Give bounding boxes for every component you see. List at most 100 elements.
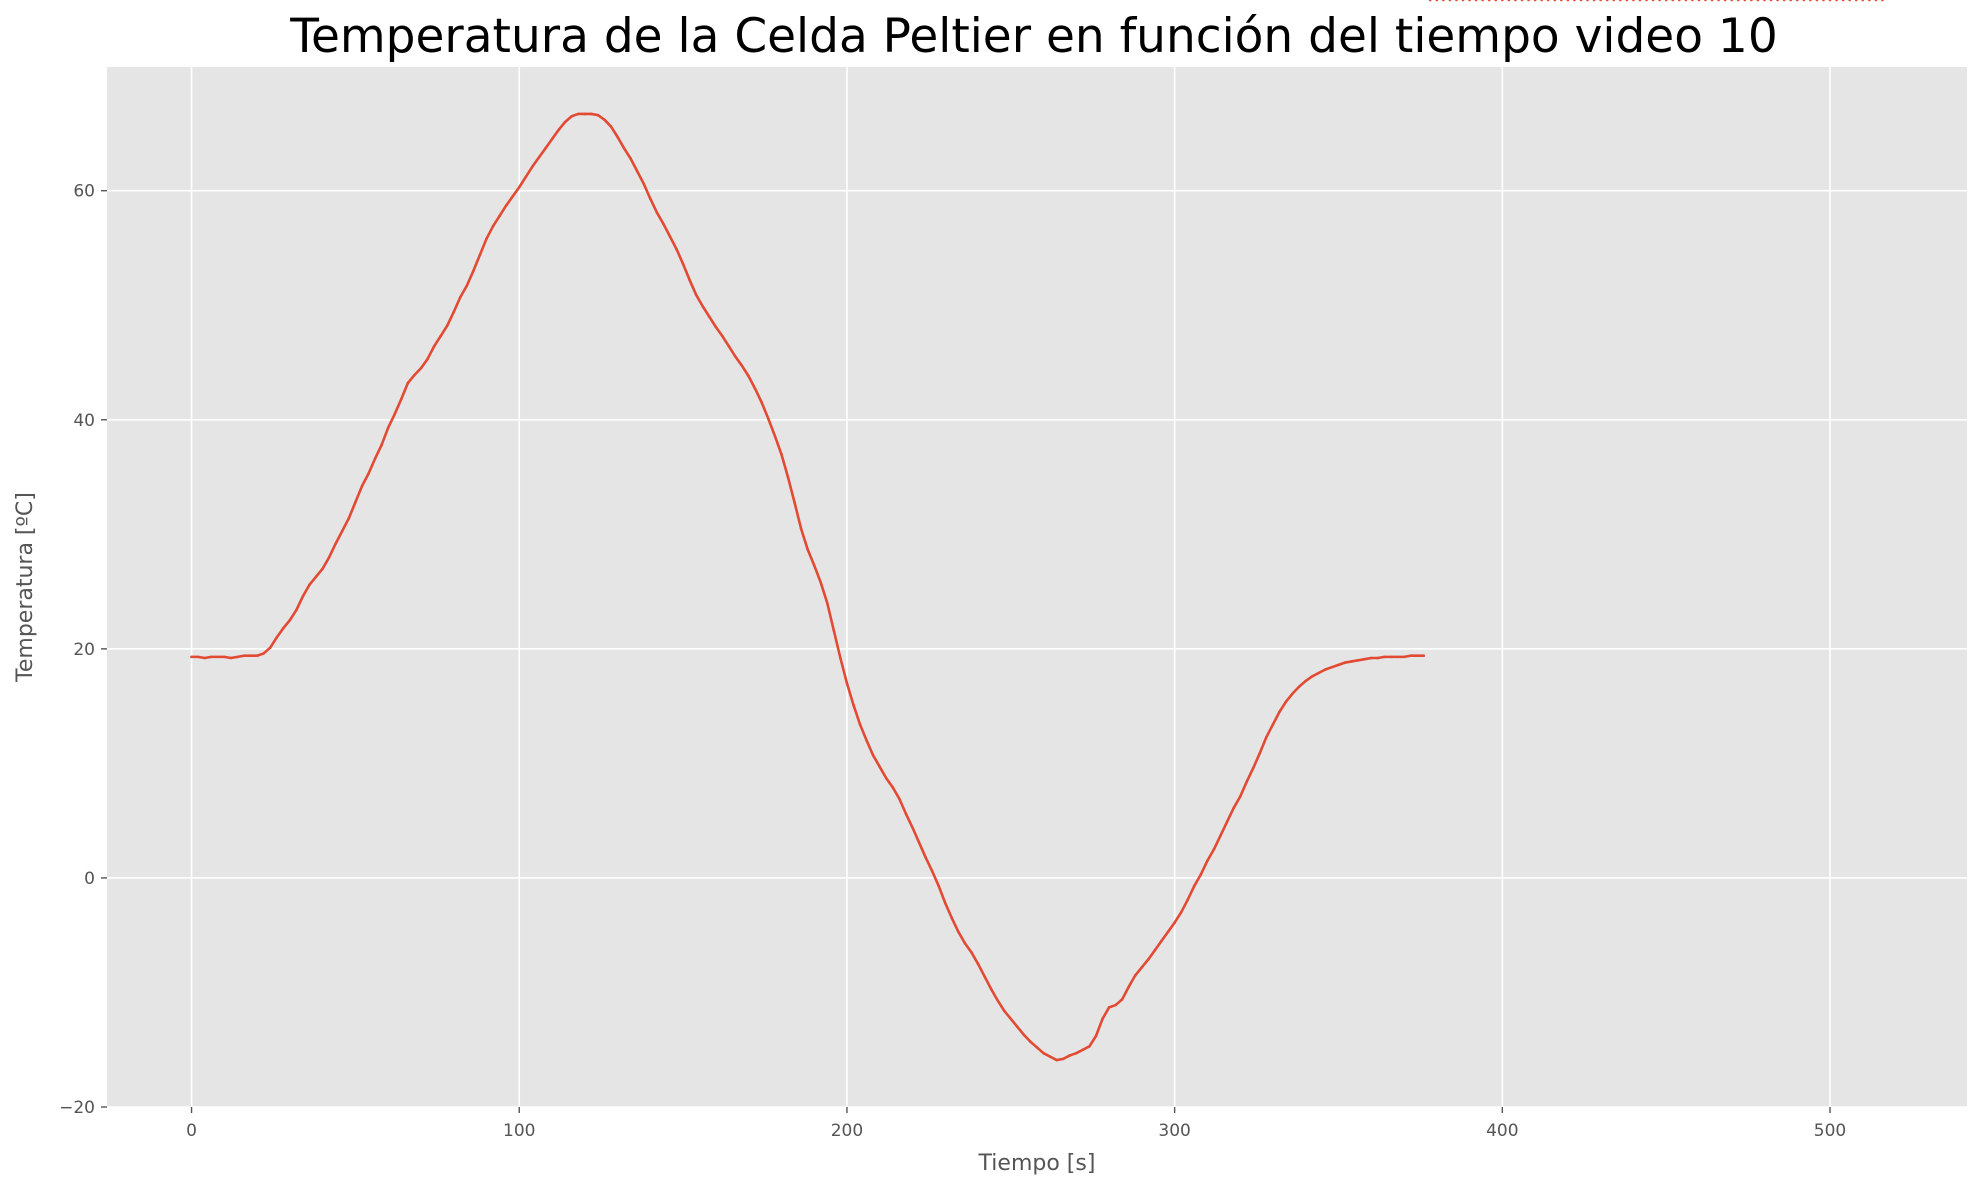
- data-point: [1094, 1034, 1098, 1038]
- data-point: [635, 169, 639, 173]
- data-point: [662, 222, 665, 226]
- data-point: [996, 999, 999, 1002]
- data-point: [1743, 0, 1747, 2]
- data-point: [1245, 780, 1249, 784]
- data-point: [596, 113, 600, 117]
- x-tick-label: 100: [503, 1121, 535, 1141]
- data-point: [799, 527, 803, 530]
- data-point: [1868, 0, 1871, 2]
- data-point: [282, 626, 285, 630]
- data-point: [878, 765, 882, 769]
- data-point: [1442, 0, 1445, 2]
- data-point: [295, 608, 298, 612]
- data-point: [1782, 0, 1786, 2]
- data-point: [1206, 859, 1209, 863]
- data-point: [970, 951, 973, 954]
- data-point: [1120, 998, 1124, 1001]
- data-point: [1310, 675, 1314, 678]
- x-tick-label: 500: [1814, 1121, 1846, 1141]
- data-point: [734, 355, 737, 359]
- data-point: [1763, 0, 1766, 2]
- data-point: [871, 754, 875, 757]
- data-point: [642, 182, 646, 186]
- data-point: [1481, 0, 1484, 2]
- data-point: [603, 118, 606, 121]
- data-point: [236, 655, 239, 659]
- data-point: [1494, 0, 1498, 2]
- data-point: [1055, 1058, 1058, 1062]
- data-point: [616, 135, 619, 139]
- data-point: [1022, 1033, 1026, 1037]
- data-point: [655, 211, 659, 214]
- data-point: [452, 310, 456, 314]
- data-point: [1612, 0, 1616, 2]
- data-point: [262, 652, 265, 655]
- data-point: [360, 484, 364, 488]
- data-point: [1212, 847, 1216, 851]
- data-point: [819, 581, 823, 584]
- data-point: [1527, 0, 1530, 2]
- data-point: [229, 656, 233, 660]
- data-point: [747, 374, 750, 378]
- data-point: [478, 253, 482, 257]
- data-point: [1219, 834, 1222, 837]
- data-point: [524, 175, 528, 179]
- data-point: [714, 325, 718, 329]
- data-point: [1160, 939, 1163, 943]
- data-point: [1566, 0, 1570, 2]
- data-point: [1756, 0, 1760, 2]
- data-point: [812, 563, 816, 567]
- data-point: [1199, 873, 1203, 876]
- data-point: [825, 601, 829, 605]
- data-point: [1540, 0, 1543, 2]
- data-point: [1232, 806, 1235, 810]
- data-point: [694, 293, 698, 297]
- data-point: [1153, 948, 1157, 952]
- plot-background: [107, 67, 1967, 1107]
- data-point: [550, 137, 554, 141]
- data-point: [957, 930, 960, 934]
- data-point: [590, 112, 593, 116]
- data-point: [393, 412, 397, 416]
- data-point: [1435, 0, 1439, 2]
- data-point: [1192, 884, 1196, 888]
- data-point: [806, 547, 809, 551]
- data-point: [904, 812, 908, 816]
- data-point: [1691, 0, 1694, 2]
- data-point: [950, 916, 954, 920]
- data-point: [1861, 0, 1865, 2]
- data-point: [1874, 0, 1878, 2]
- data-point: [1795, 0, 1799, 2]
- data-point: [1841, 0, 1845, 2]
- chart-title: Temperatura de la Celda Peltier en funci…: [289, 9, 1777, 64]
- data-point: [1769, 0, 1773, 2]
- data-point: [911, 826, 914, 829]
- data-point: [1383, 655, 1386, 659]
- data-point: [190, 655, 193, 659]
- data-point: [891, 786, 895, 789]
- data-point: [1632, 0, 1635, 2]
- data-point: [458, 295, 462, 299]
- data-point: [196, 655, 200, 659]
- data-point: [1140, 965, 1144, 969]
- y-tick-label: 0: [84, 869, 95, 889]
- data-point: [537, 156, 541, 159]
- data-point: [275, 636, 279, 639]
- data-point: [766, 417, 770, 420]
- data-point: [1029, 1040, 1032, 1044]
- data-point: [1651, 0, 1655, 2]
- data-point: [1487, 0, 1491, 2]
- data-point: [609, 125, 613, 128]
- data-point: [1330, 665, 1334, 669]
- data-point: [852, 703, 855, 707]
- data-point: [1822, 0, 1825, 2]
- data-point: [649, 197, 652, 201]
- data-point: [216, 655, 220, 659]
- data-point: [1251, 766, 1255, 770]
- data-point: [884, 776, 888, 780]
- x-tick-label: 400: [1486, 1121, 1518, 1141]
- data-point: [917, 841, 921, 844]
- data-point: [780, 452, 783, 456]
- data-point: [406, 381, 410, 385]
- data-point: [1166, 930, 1170, 934]
